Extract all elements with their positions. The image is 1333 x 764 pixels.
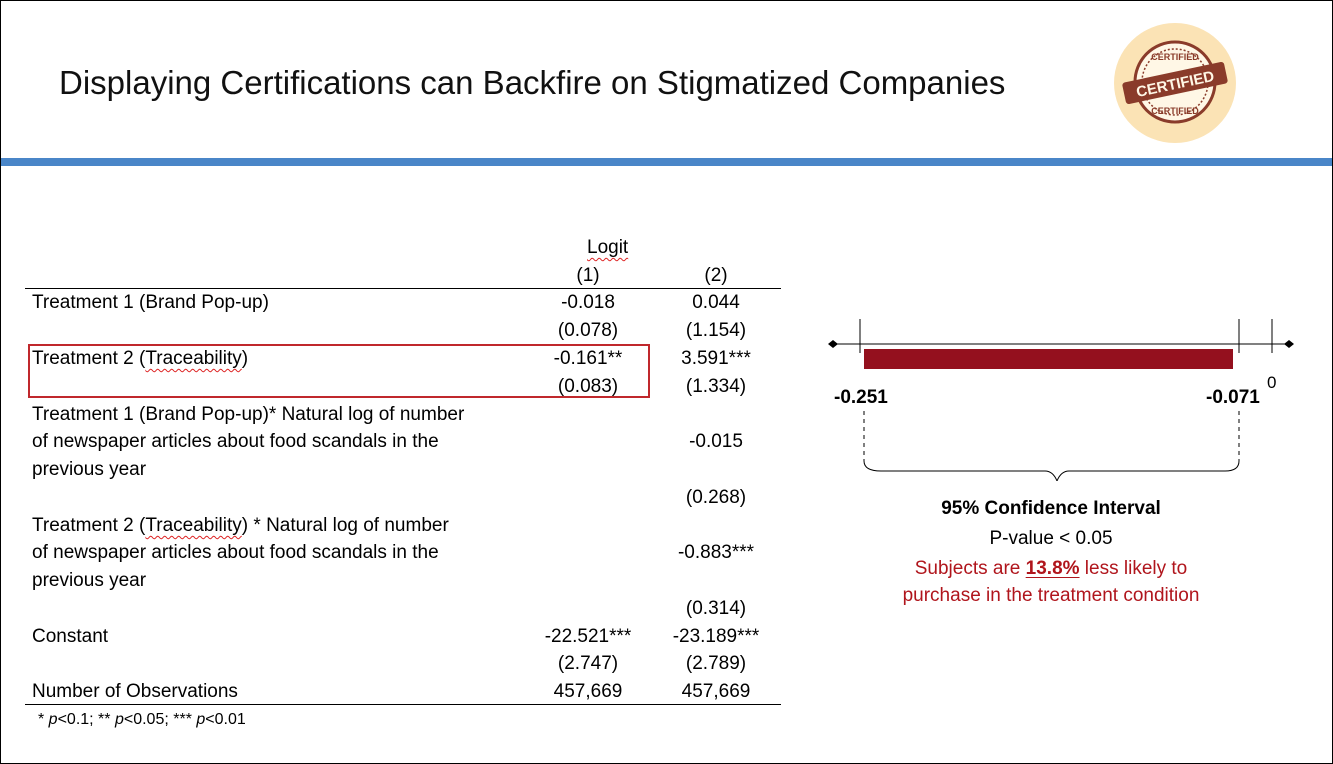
badge-bottom-text: CERTIFIED bbox=[1151, 106, 1199, 116]
row-label-line: previous year bbox=[32, 570, 147, 591]
row-se-col1: (0.083) bbox=[557, 376, 619, 397]
confidence-interval-graphic bbox=[828, 319, 1294, 481]
row-value-col2: -0.015 bbox=[689, 431, 743, 452]
row-label: Number of Observations bbox=[32, 681, 238, 702]
row-value-col1: -0.018 bbox=[561, 292, 615, 313]
row-se-col1: (0.078) bbox=[557, 320, 619, 341]
ci-upper-label: -0.071 bbox=[1206, 387, 1260, 408]
row-label: Treatment 1 (Brand Pop-up) bbox=[32, 292, 269, 313]
ci-bar bbox=[864, 349, 1233, 369]
ci-message-line1: Subjects are 13.8% less likely to bbox=[914, 558, 1188, 579]
row-label-line: previous year bbox=[32, 459, 147, 480]
ci-lower-label: -0.251 bbox=[834, 387, 888, 408]
row-se-col1: (2.747) bbox=[557, 653, 619, 674]
row-value-col2: 3.591*** bbox=[681, 348, 751, 369]
ci-axis-right-marker bbox=[1284, 340, 1294, 348]
ci-message-line2: purchase in the treatment condition bbox=[902, 585, 1200, 606]
row-value-col2: -23.189*** bbox=[672, 626, 760, 647]
row-value-col2: -0.883*** bbox=[677, 542, 755, 563]
certified-seal-graphic: CERTIFIED CERTIFIED CERTIFIED bbox=[1114, 23, 1236, 143]
row-se-col2: (0.314) bbox=[685, 598, 747, 619]
certified-seal-icon: CERTIFIED CERTIFIED CERTIFIED bbox=[1113, 22, 1237, 144]
row-se-col2: (0.268) bbox=[685, 487, 747, 508]
highlight-box bbox=[28, 344, 650, 398]
significance-footnote: * p<0.1; ** p<0.05; *** p<0.01 bbox=[38, 711, 246, 728]
slide-title: Displaying Certifications can Backfire o… bbox=[59, 64, 1006, 101]
row-label-line: of newspaper articles about food scandal… bbox=[32, 542, 439, 563]
ci-p-value: P-value < 0.05 bbox=[989, 528, 1113, 549]
row-label-line: Treatment 1 (Brand Pop-up)* Natural log … bbox=[32, 404, 465, 425]
row-se-col2: (1.334) bbox=[685, 376, 747, 397]
row-value-col1: -22.521*** bbox=[544, 626, 632, 647]
row-label-line: Treatment 2 (Traceability) * Natural log… bbox=[32, 515, 449, 536]
header-logit: Logit bbox=[587, 237, 629, 258]
header-col2: (2) bbox=[704, 265, 728, 286]
title-divider bbox=[1, 158, 1332, 166]
bottom-rule bbox=[25, 704, 781, 705]
row-value-col2: 0.044 bbox=[692, 292, 740, 313]
ci-zero-label: 0 bbox=[1267, 373, 1277, 392]
row-se-col2: (1.154) bbox=[685, 320, 747, 341]
header-rule bbox=[25, 288, 781, 289]
row-label: Treatment 2 (Traceability) bbox=[32, 348, 249, 369]
ci-title: 95% Confidence Interval bbox=[941, 498, 1161, 519]
row-label-line: of newspaper articles about food scandal… bbox=[32, 431, 439, 452]
row-label: Constant bbox=[32, 626, 109, 647]
row-value-col1: 457,669 bbox=[553, 681, 623, 702]
header-col1: (1) bbox=[576, 265, 600, 286]
row-se-col2: (2.789) bbox=[685, 653, 747, 674]
ci-axis-left-marker bbox=[828, 340, 838, 348]
badge-top-text: CERTIFIED bbox=[1151, 52, 1199, 62]
row-value-col2: 457,669 bbox=[681, 681, 751, 702]
ci-brace bbox=[863, 460, 1240, 481]
row-value-col1: -0.161** bbox=[553, 348, 623, 369]
